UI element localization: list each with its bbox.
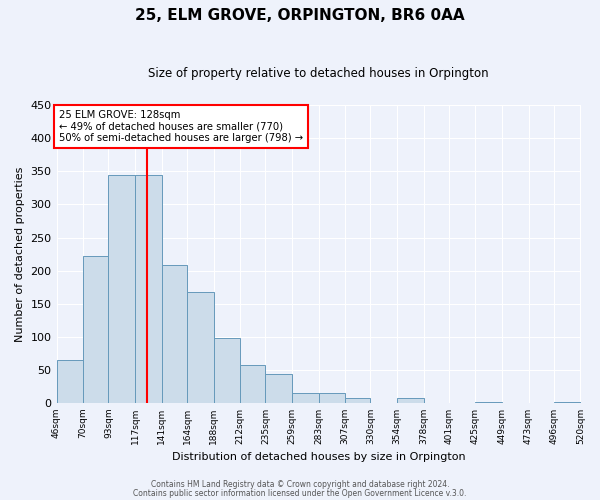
Y-axis label: Number of detached properties: Number of detached properties	[15, 166, 25, 342]
Bar	[475, 402, 502, 403]
Bar	[265, 374, 292, 403]
Bar	[240, 365, 265, 403]
Text: Contains public sector information licensed under the Open Government Licence v.: Contains public sector information licen…	[133, 488, 467, 498]
Text: 25 ELM GROVE: 128sqm
← 49% of detached houses are smaller (770)
50% of semi-deta: 25 ELM GROVE: 128sqm ← 49% of detached h…	[59, 110, 303, 143]
Bar	[554, 402, 581, 403]
Bar	[214, 338, 240, 403]
Bar	[109, 174, 135, 403]
Bar	[187, 292, 214, 403]
Bar	[397, 398, 424, 403]
X-axis label: Distribution of detached houses by size in Orpington: Distribution of detached houses by size …	[172, 452, 466, 462]
Bar	[161, 266, 187, 403]
Title: Size of property relative to detached houses in Orpington: Size of property relative to detached ho…	[148, 68, 489, 80]
Bar	[56, 360, 83, 403]
Bar	[319, 393, 345, 403]
Bar	[345, 398, 370, 403]
Bar	[135, 174, 161, 403]
Text: Contains HM Land Registry data © Crown copyright and database right 2024.: Contains HM Land Registry data © Crown c…	[151, 480, 449, 489]
Bar	[83, 256, 109, 403]
Bar	[292, 393, 319, 403]
Text: 25, ELM GROVE, ORPINGTON, BR6 0AA: 25, ELM GROVE, ORPINGTON, BR6 0AA	[135, 8, 465, 22]
